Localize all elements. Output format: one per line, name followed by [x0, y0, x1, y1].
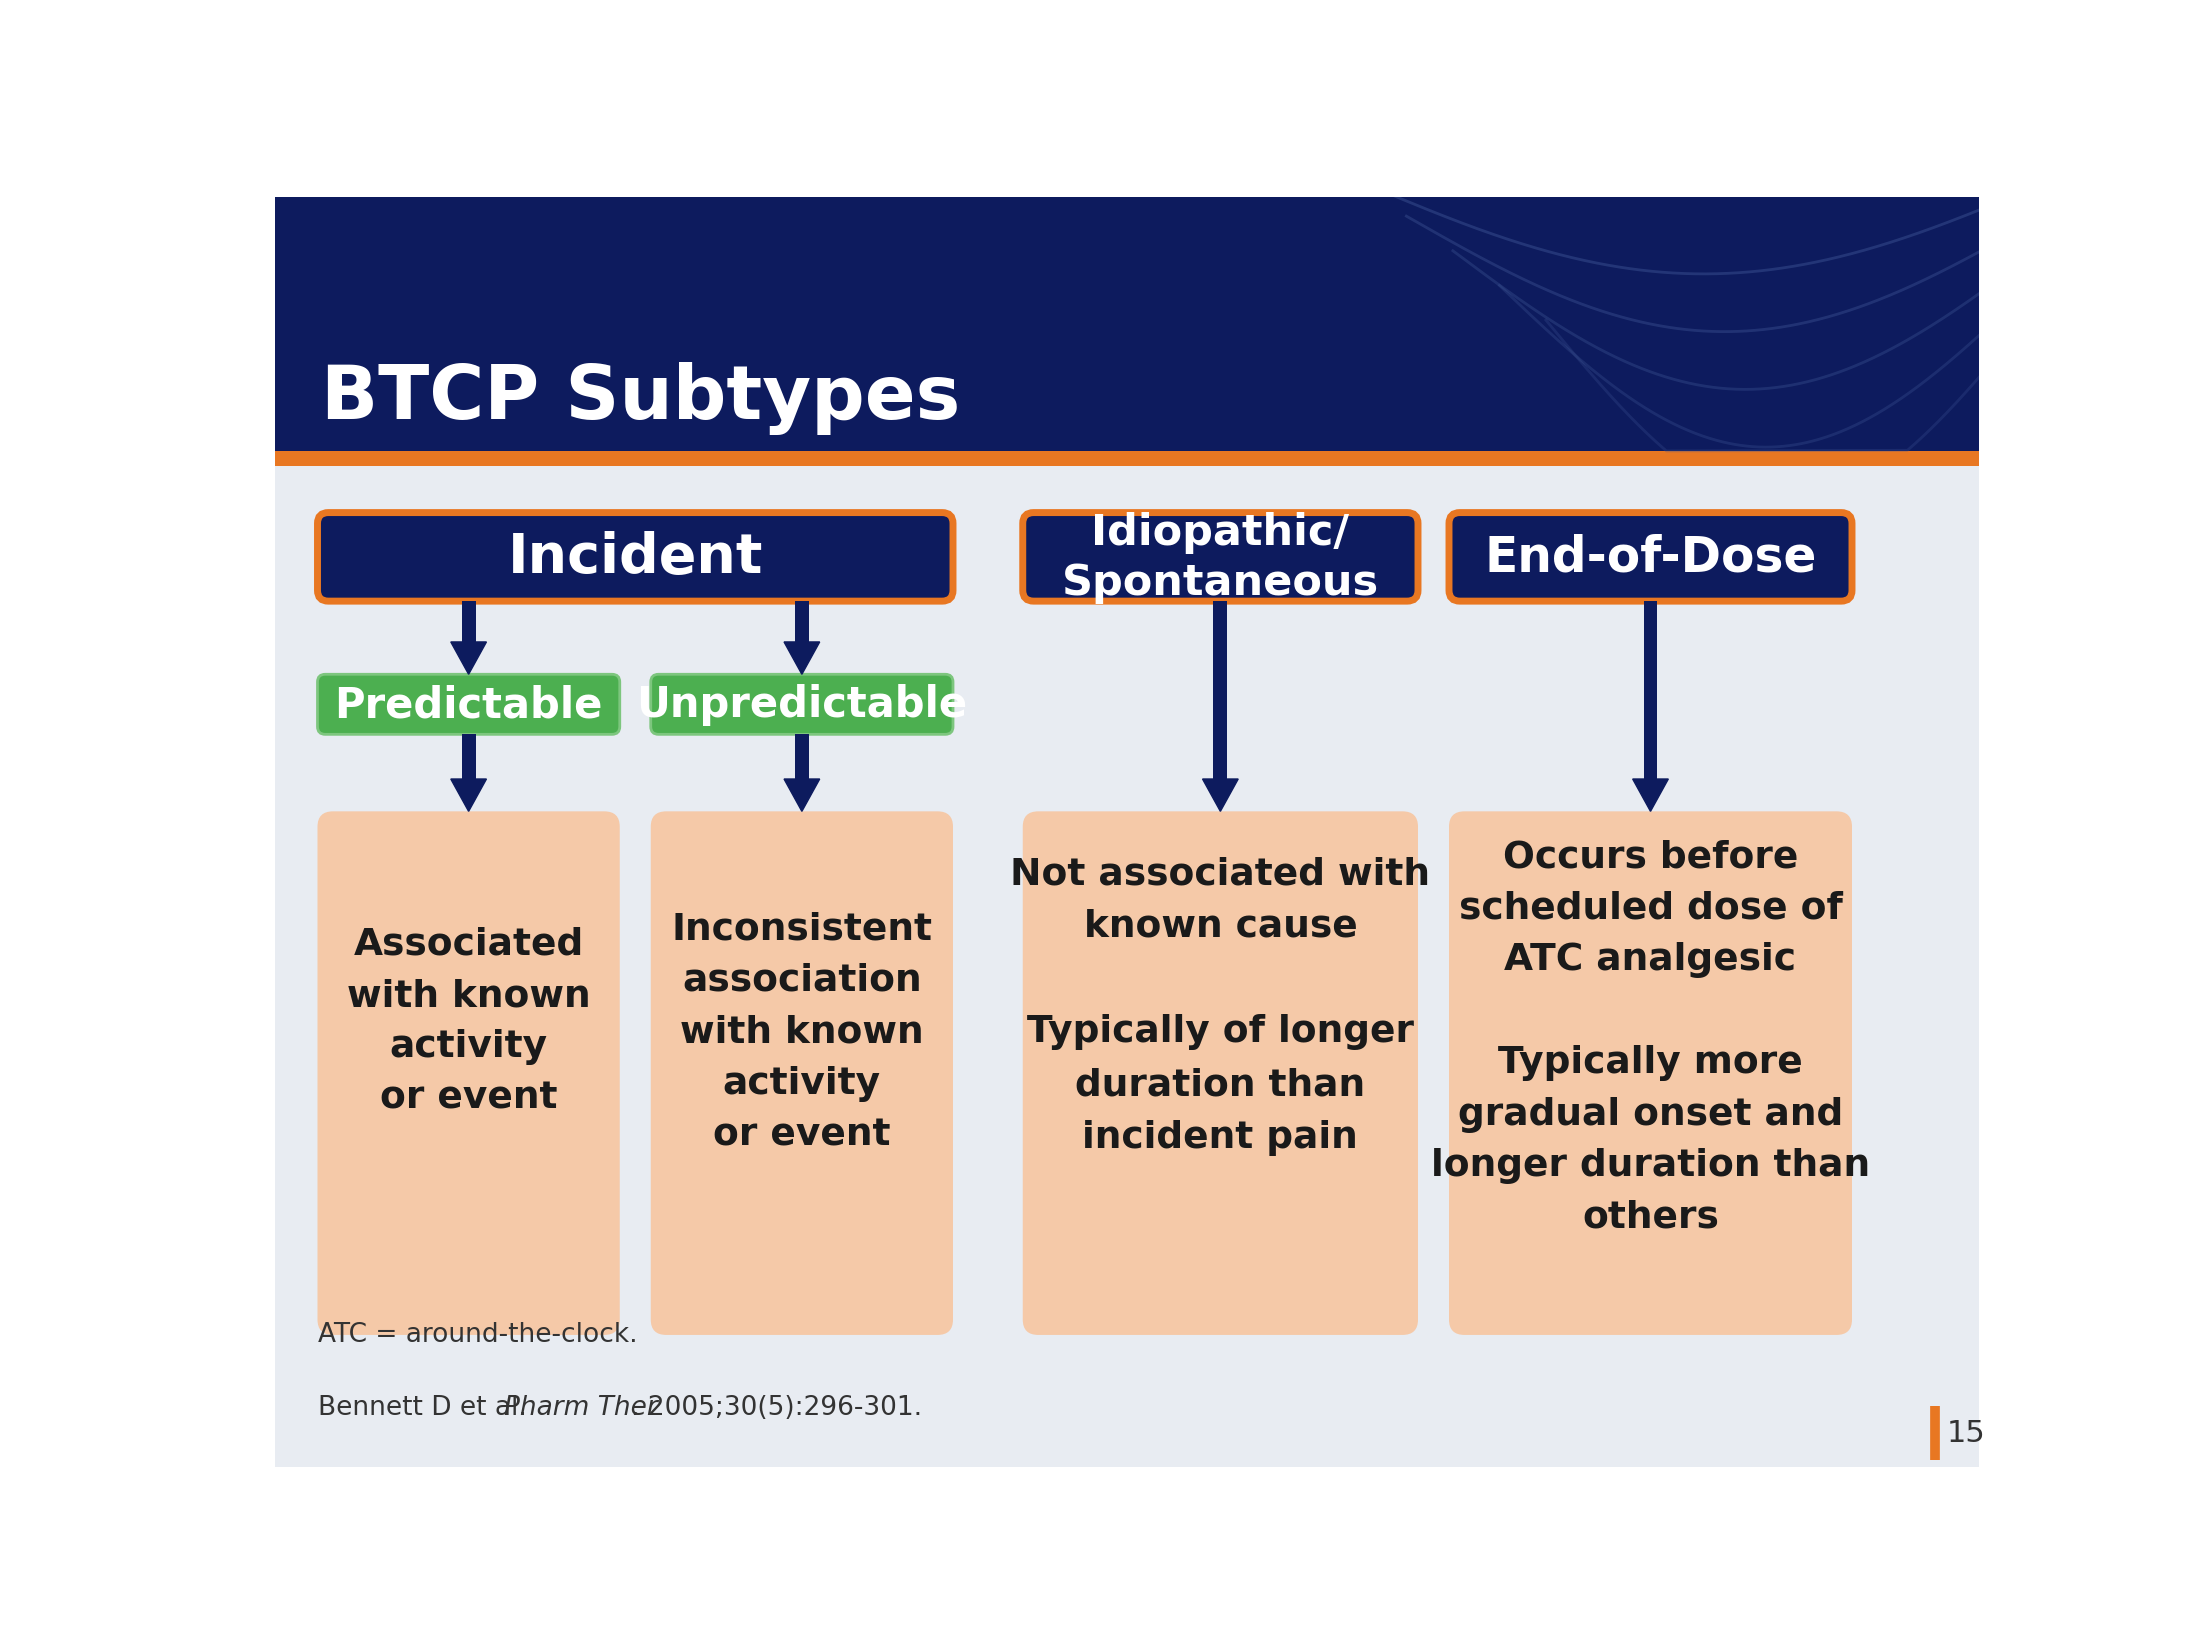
FancyBboxPatch shape: [317, 513, 952, 602]
Text: Occurs before
scheduled dose of
ATC analgesic

Typically more
gradual onset and
: Occurs before scheduled dose of ATC anal…: [1432, 839, 1869, 1234]
Polygon shape: [785, 643, 820, 676]
Polygon shape: [451, 643, 486, 676]
FancyBboxPatch shape: [275, 452, 1979, 466]
FancyBboxPatch shape: [275, 466, 1979, 1467]
Text: 15: 15: [1946, 1419, 1986, 1447]
Text: Inconsistent
association
with known
activity
or event: Inconsistent association with known acti…: [671, 911, 932, 1152]
Text: Bennett D et al.: Bennett D et al.: [317, 1394, 534, 1421]
Text: ATC = around-the-clock.: ATC = around-the-clock.: [317, 1322, 638, 1348]
Polygon shape: [785, 780, 820, 812]
FancyBboxPatch shape: [317, 812, 620, 1335]
Polygon shape: [1632, 780, 1669, 812]
FancyBboxPatch shape: [651, 812, 952, 1335]
Text: End-of-Dose: End-of-Dose: [1484, 534, 1816, 582]
FancyBboxPatch shape: [651, 676, 952, 735]
FancyBboxPatch shape: [1023, 513, 1418, 602]
Text: Associated
with known
activity
or event: Associated with known activity or event: [347, 926, 592, 1116]
FancyBboxPatch shape: [462, 602, 475, 643]
FancyBboxPatch shape: [1449, 513, 1852, 602]
Text: . 2005;30(5):296-301.: . 2005;30(5):296-301.: [631, 1394, 924, 1421]
Text: BTCP Subtypes: BTCP Subtypes: [321, 361, 961, 435]
Polygon shape: [451, 780, 486, 812]
FancyBboxPatch shape: [1643, 602, 1658, 780]
Text: Incident: Incident: [508, 531, 763, 585]
FancyBboxPatch shape: [1449, 812, 1852, 1335]
Polygon shape: [1203, 780, 1238, 812]
Text: Idiopathic/
Spontaneous: Idiopathic/ Spontaneous: [1062, 511, 1379, 603]
Text: Unpredictable: Unpredictable: [636, 684, 968, 725]
FancyBboxPatch shape: [462, 735, 475, 780]
FancyBboxPatch shape: [317, 676, 620, 735]
Text: Predictable: Predictable: [334, 684, 603, 725]
FancyBboxPatch shape: [1214, 602, 1227, 780]
Text: Pharm Ther: Pharm Ther: [504, 1394, 658, 1421]
FancyBboxPatch shape: [794, 735, 809, 780]
FancyBboxPatch shape: [794, 602, 809, 643]
FancyBboxPatch shape: [275, 198, 1979, 452]
Text: Not associated with
known cause

Typically of longer
duration than
incident pain: Not associated with known cause Typicall…: [1009, 855, 1429, 1155]
FancyBboxPatch shape: [1023, 812, 1418, 1335]
